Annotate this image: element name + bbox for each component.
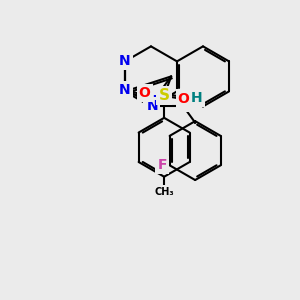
- Text: H: H: [191, 91, 203, 105]
- Text: S: S: [159, 88, 170, 103]
- Text: N: N: [119, 83, 131, 97]
- Text: N: N: [179, 96, 191, 110]
- Text: O: O: [139, 86, 151, 100]
- Text: N: N: [119, 54, 131, 68]
- Text: N: N: [146, 94, 157, 108]
- Text: N: N: [147, 99, 158, 113]
- Text: F: F: [158, 158, 167, 172]
- Text: O: O: [178, 92, 190, 106]
- Text: CH₃: CH₃: [154, 187, 174, 197]
